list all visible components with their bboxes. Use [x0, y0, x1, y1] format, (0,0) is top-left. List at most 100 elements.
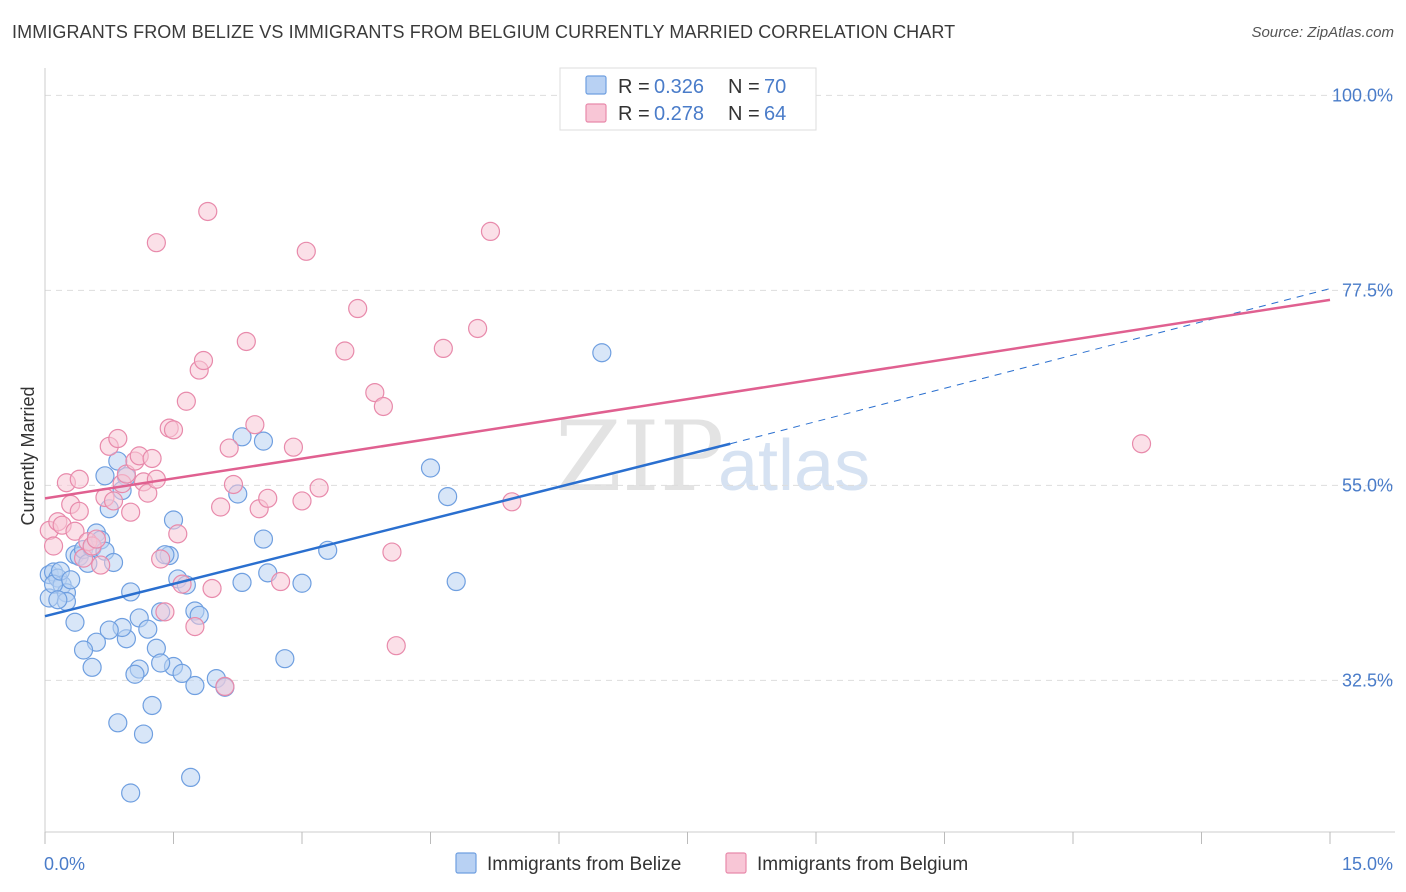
watermark-zip: ZIP [555, 401, 724, 513]
belgium-point [108, 428, 128, 449]
correlation-legend: R = 0.326 N = 70 R = 0.278 N = 64 [559, 67, 817, 131]
bottom-legend-label-belize: Immigrants from Belize [487, 854, 681, 875]
belgium-point [309, 478, 329, 498]
legend-swatch-belgium [585, 103, 607, 123]
belgium-point [270, 571, 291, 592]
belgium-point [142, 448, 162, 469]
belgium-point [202, 578, 222, 599]
belgium-point [65, 521, 85, 541]
legend-n-value-belgium: 64 [764, 103, 786, 125]
belize-point [48, 590, 68, 610]
belize-point [232, 427, 252, 447]
belize-point [438, 487, 458, 507]
belgium-point [121, 502, 141, 522]
belgium-point [365, 383, 385, 403]
belgium-point [176, 391, 196, 411]
belgium-point [433, 338, 453, 358]
chart-title: IMMIGRANTS FROM BELIZE VS IMMIGRANTS FRO… [12, 22, 956, 42]
belize-point [253, 529, 274, 549]
belize-point [292, 573, 312, 593]
belize-point [446, 571, 466, 592]
source-note: Source: ZipAtlas.com [1251, 24, 1394, 41]
belize-point [420, 458, 441, 478]
belize-point [142, 695, 162, 716]
legend-n-label-belgium: N = [728, 103, 760, 125]
y-tick-label: 55.0% [1342, 475, 1393, 495]
belgium-trend-line [44, 298, 1331, 500]
belgium-point [193, 350, 214, 371]
belgium-point [258, 488, 278, 508]
belize-trend-line [44, 442, 731, 618]
belgium-point [348, 298, 368, 319]
belize-point [99, 620, 119, 640]
belize-point [121, 783, 141, 803]
belgium-point [155, 602, 175, 622]
belgium-point [151, 549, 171, 569]
belize-point [133, 724, 154, 744]
belgium-point [468, 318, 488, 339]
belgium-point [219, 438, 239, 458]
bottom-legend-swatch-belgium [725, 852, 747, 874]
belgium-point [245, 415, 265, 435]
series-legend: Immigrants from Belize Immigrants from B… [455, 852, 968, 875]
legend-n-value-belize: 70 [764, 76, 786, 98]
y-tick-label: 100.0% [1332, 85, 1393, 105]
axes [44, 68, 1395, 844]
bottom-legend-label-belgium: Immigrants from Belgium [757, 854, 968, 875]
belize-point [138, 619, 158, 639]
belgium-point [138, 483, 158, 503]
legend-r-value-belize: 0.326 [654, 76, 704, 98]
belgium-point [480, 221, 501, 241]
belgium-point [502, 492, 522, 512]
belgium-point [211, 497, 231, 517]
belgium-point [296, 241, 316, 261]
belgium-point [91, 555, 111, 575]
watermark-atlas: atlas [718, 426, 870, 506]
belgium-point [198, 201, 218, 222]
legend-n-label-belize: N = [728, 76, 760, 98]
belgium-point [1131, 434, 1152, 454]
belize-point [108, 713, 128, 733]
belgium-point [215, 676, 235, 697]
belgium-point [236, 331, 256, 352]
legend-swatch-belize [585, 75, 607, 95]
belize-point [185, 675, 205, 696]
belize-point [592, 343, 612, 363]
belize-point [151, 653, 171, 673]
trend-lines [44, 288, 1331, 618]
belgium-point [185, 616, 205, 637]
belgium-point [168, 524, 188, 544]
x-tick-label: 15.0% [1342, 854, 1393, 874]
y-tick-label: 77.5% [1342, 280, 1393, 300]
belgium-point [43, 536, 64, 556]
belgium-point [69, 501, 89, 521]
belize-point [232, 572, 252, 593]
belgium-point [69, 469, 89, 489]
series-belize-points [39, 343, 612, 803]
bottom-legend-swatch-belize [455, 852, 477, 874]
belgium-point [382, 542, 402, 562]
belize-point [82, 657, 102, 677]
belize-point [73, 640, 94, 660]
belize-point [172, 663, 192, 684]
belize-point [65, 612, 85, 632]
legend-r-label-belize: R = [618, 76, 650, 98]
belgium-point [335, 341, 355, 361]
grid-lines [45, 94, 1395, 681]
legend-r-value-belgium: 0.278 [654, 103, 704, 125]
belgium-point [283, 437, 304, 457]
belgium-point [86, 529, 107, 549]
belize-point [181, 767, 201, 788]
belgium-point [292, 491, 312, 511]
belize-trend-extension [730, 288, 1331, 445]
belgium-point [163, 420, 184, 440]
tick-labels: 100.0% 77.5% 55.0% 32.5% 0.0% 15.0% [44, 85, 1393, 874]
belgium-point [103, 491, 124, 511]
belgium-point [146, 233, 166, 253]
belize-point [95, 466, 115, 486]
belize-point [61, 570, 81, 590]
belgium-point [223, 474, 244, 495]
y-tick-label: 32.5% [1342, 670, 1393, 690]
belgium-point [373, 396, 393, 417]
